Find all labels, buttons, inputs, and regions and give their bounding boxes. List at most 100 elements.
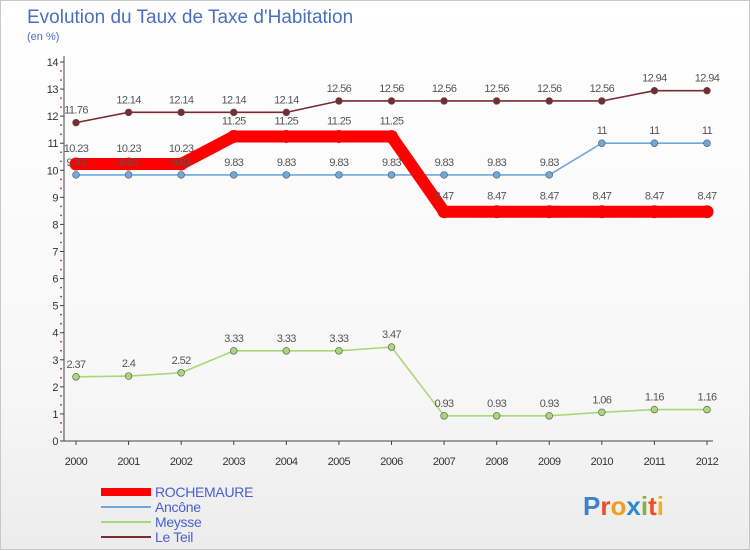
data-label: 11.25 bbox=[222, 115, 246, 127]
data-label: 12.14 bbox=[116, 94, 141, 106]
data-label: 11.25 bbox=[274, 115, 298, 127]
data-label: 12.94 bbox=[695, 73, 720, 85]
legend-swatch bbox=[101, 521, 151, 523]
chart-title: Evolution du Taux de Taxe d'Habitation bbox=[27, 7, 354, 28]
data-label: 11.76 bbox=[64, 105, 88, 117]
x-tick-label: 2003 bbox=[223, 456, 246, 468]
data-label: 10.23 bbox=[169, 143, 194, 155]
data-point bbox=[177, 369, 185, 377]
y-tick-label: 7 bbox=[52, 247, 58, 259]
legend-item: Ancône bbox=[101, 499, 361, 515]
data-point bbox=[490, 205, 504, 219]
data-point bbox=[703, 405, 711, 414]
y-tick-label: 1 bbox=[52, 409, 58, 421]
x-tick-label: 2008 bbox=[485, 456, 508, 468]
legend: ROCHEMAURE Ancône Meysse Le Teil bbox=[101, 484, 361, 545]
data-point bbox=[230, 347, 238, 355]
data-label: 9.83 bbox=[224, 157, 243, 169]
y-minor-tick bbox=[60, 97, 62, 99]
data-label: 2.4 bbox=[122, 358, 136, 370]
data-point bbox=[335, 347, 343, 355]
data-label: 12.56 bbox=[327, 83, 352, 95]
y-minor-tick bbox=[60, 70, 62, 72]
y-tick-label: 3 bbox=[52, 355, 58, 367]
y-tick-label: 14 bbox=[47, 57, 59, 69]
y-tick-label: 5 bbox=[52, 301, 58, 313]
y-minor-tick bbox=[60, 214, 62, 217]
series-lines bbox=[69, 86, 714, 420]
data-label: 0.93 bbox=[487, 398, 506, 410]
legend-item: Meysse bbox=[101, 514, 361, 530]
data-label: 3.33 bbox=[329, 333, 348, 345]
data-label: 9.83 bbox=[329, 157, 348, 169]
data-point bbox=[647, 205, 661, 219]
data-label: 8.47 bbox=[435, 191, 454, 203]
data-label: 10.23 bbox=[64, 143, 89, 155]
y-minor-tick bbox=[60, 286, 62, 289]
data-label: 9.83 bbox=[540, 157, 559, 169]
y-minor-tick bbox=[60, 394, 62, 397]
data-point bbox=[177, 171, 185, 179]
data-point bbox=[282, 171, 291, 179]
data-label: 12.14 bbox=[274, 94, 299, 106]
data-label: 9.83 bbox=[487, 157, 506, 169]
data-label: 9.83 bbox=[66, 157, 85, 169]
brand-letter: x bbox=[626, 491, 641, 521]
data-point bbox=[650, 86, 659, 95]
data-point bbox=[545, 412, 553, 420]
data-label: 8.47 bbox=[645, 191, 664, 203]
legend-label: Meysse bbox=[155, 514, 202, 530]
x-tick-label: 2007 bbox=[433, 456, 456, 468]
y-minor-tick bbox=[60, 367, 62, 370]
y-minor-tick bbox=[60, 106, 62, 109]
brand-letter: i bbox=[640, 491, 649, 521]
brand-letter: t bbox=[648, 491, 657, 521]
brand-logo: Proxiti bbox=[583, 491, 664, 522]
y-tick-label: 0 bbox=[52, 436, 58, 448]
y-tick-label: 8 bbox=[52, 219, 58, 231]
x-tick-label: 2005 bbox=[328, 456, 351, 468]
y-minor-tick bbox=[60, 322, 62, 325]
data-labels: 10.23 10.23 10.23 11.25 11.25 11.25 11.25 8.47 8… bbox=[64, 73, 721, 410]
legend-swatch bbox=[101, 506, 151, 508]
x-tick-label: 2006 bbox=[380, 456, 403, 468]
brand-letter: P bbox=[583, 491, 601, 521]
x-tick-label: 2009 bbox=[538, 456, 561, 468]
y-minor-tick bbox=[60, 151, 62, 154]
data-point bbox=[174, 157, 188, 171]
y-minor-tick bbox=[60, 79, 62, 81]
data-point bbox=[545, 171, 553, 179]
data-point bbox=[72, 118, 80, 127]
data-point bbox=[332, 129, 346, 143]
y-minor-tick bbox=[60, 178, 62, 181]
legend-label: ROCHEMAURE bbox=[155, 484, 254, 500]
data-label: 8.47 bbox=[592, 191, 611, 203]
y-tick-label: 12 bbox=[47, 111, 59, 123]
data-point bbox=[124, 171, 133, 179]
y-minor-tick bbox=[60, 124, 62, 127]
data-label: 9.83 bbox=[382, 157, 401, 169]
data-point bbox=[650, 139, 659, 147]
data-point bbox=[440, 412, 448, 420]
x-tick-label: 2000 bbox=[65, 456, 88, 468]
data-label: 11.25 bbox=[380, 115, 404, 127]
legend-label: Le Teil bbox=[155, 529, 194, 545]
data-point bbox=[230, 171, 238, 179]
series-line-meysse bbox=[75, 346, 708, 417]
x-tick-label: 2011 bbox=[644, 456, 666, 468]
y-minor-tick bbox=[60, 340, 62, 343]
data-point bbox=[440, 97, 448, 105]
data-point bbox=[72, 373, 80, 381]
data-label: 12.14 bbox=[169, 94, 194, 106]
data-point bbox=[385, 129, 398, 143]
data-point bbox=[282, 108, 291, 117]
y-tick-label: 6 bbox=[52, 274, 58, 286]
data-point bbox=[387, 97, 396, 105]
y-minor-tick bbox=[60, 431, 62, 433]
data-point bbox=[700, 205, 714, 219]
legend-item: Le Teil bbox=[101, 529, 361, 545]
data-point bbox=[387, 343, 396, 351]
x-tick-label: 2010 bbox=[591, 456, 614, 468]
y-tick-label: 11 bbox=[48, 138, 59, 150]
